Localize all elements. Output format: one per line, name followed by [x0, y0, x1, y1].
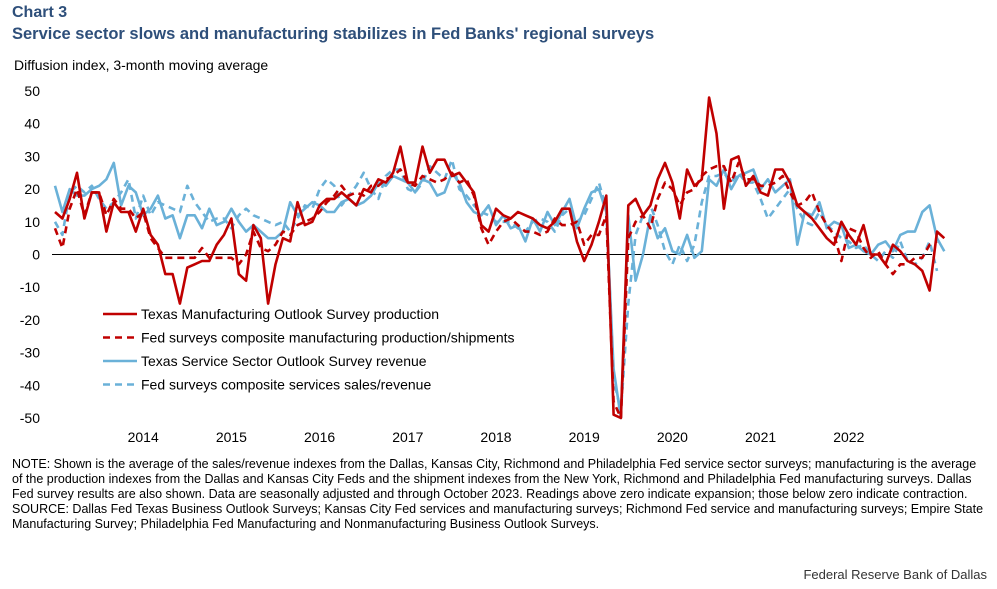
x-tick-label: 2019 [569, 429, 600, 445]
y-tick-label: 30 [24, 148, 40, 164]
series-layer [53, 96, 946, 420]
x-tick-label: 2014 [128, 429, 159, 445]
y-tick-label: -50 [20, 410, 40, 426]
axes: 50 40 30 20 10 0 -10 -20 -30 -40 -50 2014 2015 2016 20… [20, 83, 932, 445]
legend-label: Fed surveys composite manufacturing prod… [141, 330, 515, 346]
x-tick-label: 2022 [833, 429, 864, 445]
x-tick-label: 2020 [657, 429, 688, 445]
series-line-2 [53, 161, 938, 420]
x-tick-label: 2016 [304, 429, 335, 445]
y-tick-label: 10 [24, 214, 40, 230]
y-tick-label: -40 [20, 377, 40, 393]
x-tick-label: 2018 [480, 429, 511, 445]
legend-label: Texas Manufacturing Outlook Survey produ… [141, 306, 439, 322]
line-chart: 50 40 30 20 10 0 -10 -20 -30 -40 -50 2014 2015 2016 20… [20, 83, 946, 445]
y-axis-units: Diffusion index, 3-month moving average [14, 57, 269, 73]
y-tick-label: -20 [20, 312, 40, 328]
legend-label: Texas Service Sector Outlook Survey reve… [141, 353, 427, 369]
series-line-3 [53, 161, 946, 420]
y-tick-label: 20 [24, 181, 40, 197]
source-text: SOURCE: Dallas Fed Texas Business Outloo… [12, 502, 984, 531]
chart-title: Service sector slows and manufacturing s… [12, 25, 655, 43]
chart-number: Chart 3 [12, 4, 68, 21]
legend: Texas Manufacturing Outlook Survey produ… [103, 306, 515, 393]
x-tick-label: 2015 [216, 429, 247, 445]
y-tick-label: 40 [24, 116, 40, 132]
y-tick-label: -10 [20, 279, 40, 295]
x-tick-label: 2017 [392, 429, 423, 445]
y-tick-label: 0 [32, 247, 40, 263]
y-tick-label: -30 [20, 345, 40, 361]
x-tick-label: 2021 [745, 429, 776, 445]
series-line-1 [54, 96, 946, 420]
series-line-4 [53, 158, 939, 413]
note-text: NOTE: Shown is the average of the sales/… [12, 457, 977, 501]
legend-label: Fed surveys composite services sales/rev… [141, 377, 431, 393]
credit-line: Federal Reserve Bank of Dallas [803, 567, 987, 582]
footnote: NOTE: Shown is the average of the sales/… [12, 457, 987, 532]
y-tick-label: 50 [24, 83, 40, 99]
